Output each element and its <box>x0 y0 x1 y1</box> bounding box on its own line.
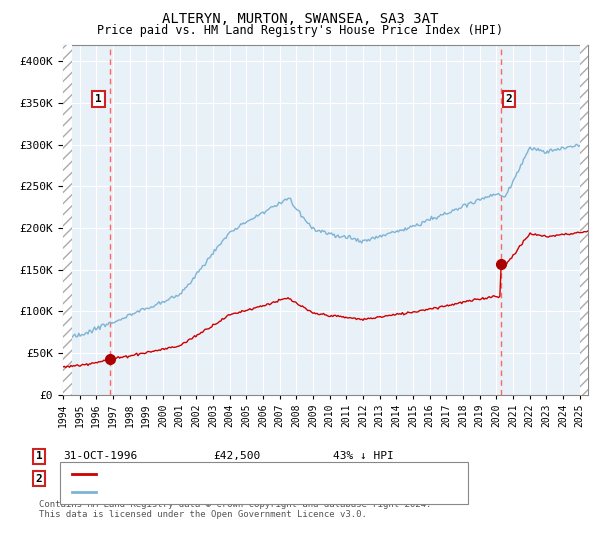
Text: 31-OCT-1996: 31-OCT-1996 <box>63 451 137 461</box>
Text: HPI: Average price, detached house, Swansea: HPI: Average price, detached house, Swan… <box>101 488 370 498</box>
Text: 35% ↓ HPI: 35% ↓ HPI <box>333 474 394 484</box>
Text: 06-APR-2020: 06-APR-2020 <box>63 474 137 484</box>
Text: ALTERYN, MURTON, SWANSEA, SA3 3AT: ALTERYN, MURTON, SWANSEA, SA3 3AT <box>162 12 438 26</box>
Text: Contains HM Land Registry data © Crown copyright and database right 2024.
This d: Contains HM Land Registry data © Crown c… <box>39 500 431 519</box>
Bar <box>580 45 590 395</box>
Bar <box>63 45 72 395</box>
Text: ALTERYN, MURTON, SWANSEA, SA3 3AT (detached house): ALTERYN, MURTON, SWANSEA, SA3 3AT (detac… <box>101 471 413 481</box>
Text: 1: 1 <box>35 451 43 461</box>
Text: £42,500: £42,500 <box>213 451 260 461</box>
Text: £156,500: £156,500 <box>213 474 267 484</box>
Text: Price paid vs. HM Land Registry's House Price Index (HPI): Price paid vs. HM Land Registry's House … <box>97 24 503 36</box>
Text: 2: 2 <box>505 94 512 104</box>
Text: 1: 1 <box>95 94 102 104</box>
Text: 43% ↓ HPI: 43% ↓ HPI <box>333 451 394 461</box>
Text: 2: 2 <box>35 474 43 484</box>
